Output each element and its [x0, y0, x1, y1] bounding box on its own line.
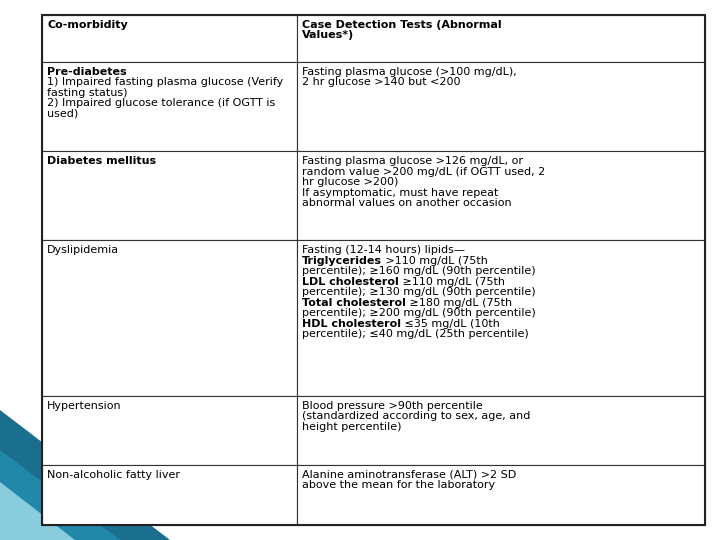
- Text: Co-morbidity: Co-morbidity: [47, 20, 127, 30]
- Text: Blood pressure >90th percentile: Blood pressure >90th percentile: [302, 401, 483, 411]
- Text: used): used): [47, 109, 78, 119]
- Text: Triglycerides: Triglycerides: [302, 256, 382, 266]
- Bar: [297, 62, 705, 151]
- Bar: [297, 15, 705, 62]
- Polygon shape: [0, 450, 120, 540]
- Bar: [42, 465, 297, 525]
- Text: fasting status): fasting status): [47, 88, 127, 98]
- Bar: [297, 151, 705, 240]
- Text: Total cholesterol: Total cholesterol: [302, 298, 406, 308]
- Bar: [42, 151, 297, 240]
- Bar: [42, 396, 297, 465]
- Text: (standardized according to sex, age, and: (standardized according to sex, age, and: [302, 411, 531, 421]
- Text: >110 mg/dL (75th: >110 mg/dL (75th: [382, 256, 488, 266]
- Text: percentile); ≥200 mg/dL (90th percentile): percentile); ≥200 mg/dL (90th percentile…: [302, 308, 536, 319]
- Bar: [42, 62, 297, 151]
- Polygon shape: [0, 410, 170, 540]
- Text: Hypertension: Hypertension: [47, 401, 122, 411]
- Bar: [297, 465, 705, 525]
- Bar: [297, 396, 705, 465]
- Text: Values*): Values*): [302, 30, 354, 40]
- Polygon shape: [0, 482, 75, 540]
- Text: Diabetes mellitus: Diabetes mellitus: [47, 156, 156, 166]
- Text: abnormal values on another occasion: abnormal values on another occasion: [302, 198, 512, 208]
- Text: Fasting plasma glucose >126 mg/dL, or: Fasting plasma glucose >126 mg/dL, or: [302, 156, 523, 166]
- Text: random value >200 mg/dL (if OGTT used, 2: random value >200 mg/dL (if OGTT used, 2: [302, 167, 546, 177]
- Text: LDL cholesterol: LDL cholesterol: [302, 277, 399, 287]
- Text: If asymptomatic, must have repeat: If asymptomatic, must have repeat: [302, 188, 499, 198]
- Bar: [42, 15, 297, 62]
- Text: ≥180 mg/dL (75th: ≥180 mg/dL (75th: [406, 298, 512, 308]
- Text: 2) Impaired glucose tolerance (if OGTT is: 2) Impaired glucose tolerance (if OGTT i…: [47, 98, 275, 109]
- Text: above the mean for the laboratory: above the mean for the laboratory: [302, 480, 495, 490]
- Text: ≥110 mg/dL (75th: ≥110 mg/dL (75th: [399, 277, 505, 287]
- Text: 1) Impaired fasting plasma glucose (Verify: 1) Impaired fasting plasma glucose (Veri…: [47, 77, 283, 87]
- Text: Alanine aminotransferase (ALT) >2 SD: Alanine aminotransferase (ALT) >2 SD: [302, 470, 516, 480]
- Text: HDL cholesterol: HDL cholesterol: [302, 319, 401, 329]
- Text: 2 hr glucose >140 but <200: 2 hr glucose >140 but <200: [302, 77, 461, 87]
- Bar: [42, 240, 297, 396]
- Text: percentile); ≥160 mg/dL (90th percentile): percentile); ≥160 mg/dL (90th percentile…: [302, 266, 536, 276]
- Text: Fasting (12-14 hours) lipids—: Fasting (12-14 hours) lipids—: [302, 245, 465, 255]
- Text: Case Detection Tests (Abnormal: Case Detection Tests (Abnormal: [302, 20, 502, 30]
- Text: height percentile): height percentile): [302, 422, 402, 432]
- Text: ≤35 mg/dL (10th: ≤35 mg/dL (10th: [401, 319, 500, 329]
- Text: percentile); ≤40 mg/dL (25th percentile): percentile); ≤40 mg/dL (25th percentile): [302, 329, 529, 340]
- Text: Pre-diabetes: Pre-diabetes: [47, 67, 127, 77]
- Bar: [297, 240, 705, 396]
- Text: percentile); ≥130 mg/dL (90th percentile): percentile); ≥130 mg/dL (90th percentile…: [302, 287, 536, 298]
- Text: Dyslipidemia: Dyslipidemia: [47, 245, 119, 255]
- Text: Fasting plasma glucose (>100 mg/dL),: Fasting plasma glucose (>100 mg/dL),: [302, 67, 517, 77]
- Text: Non-alcoholic fatty liver: Non-alcoholic fatty liver: [47, 470, 180, 480]
- Text: hr glucose >200): hr glucose >200): [302, 177, 399, 187]
